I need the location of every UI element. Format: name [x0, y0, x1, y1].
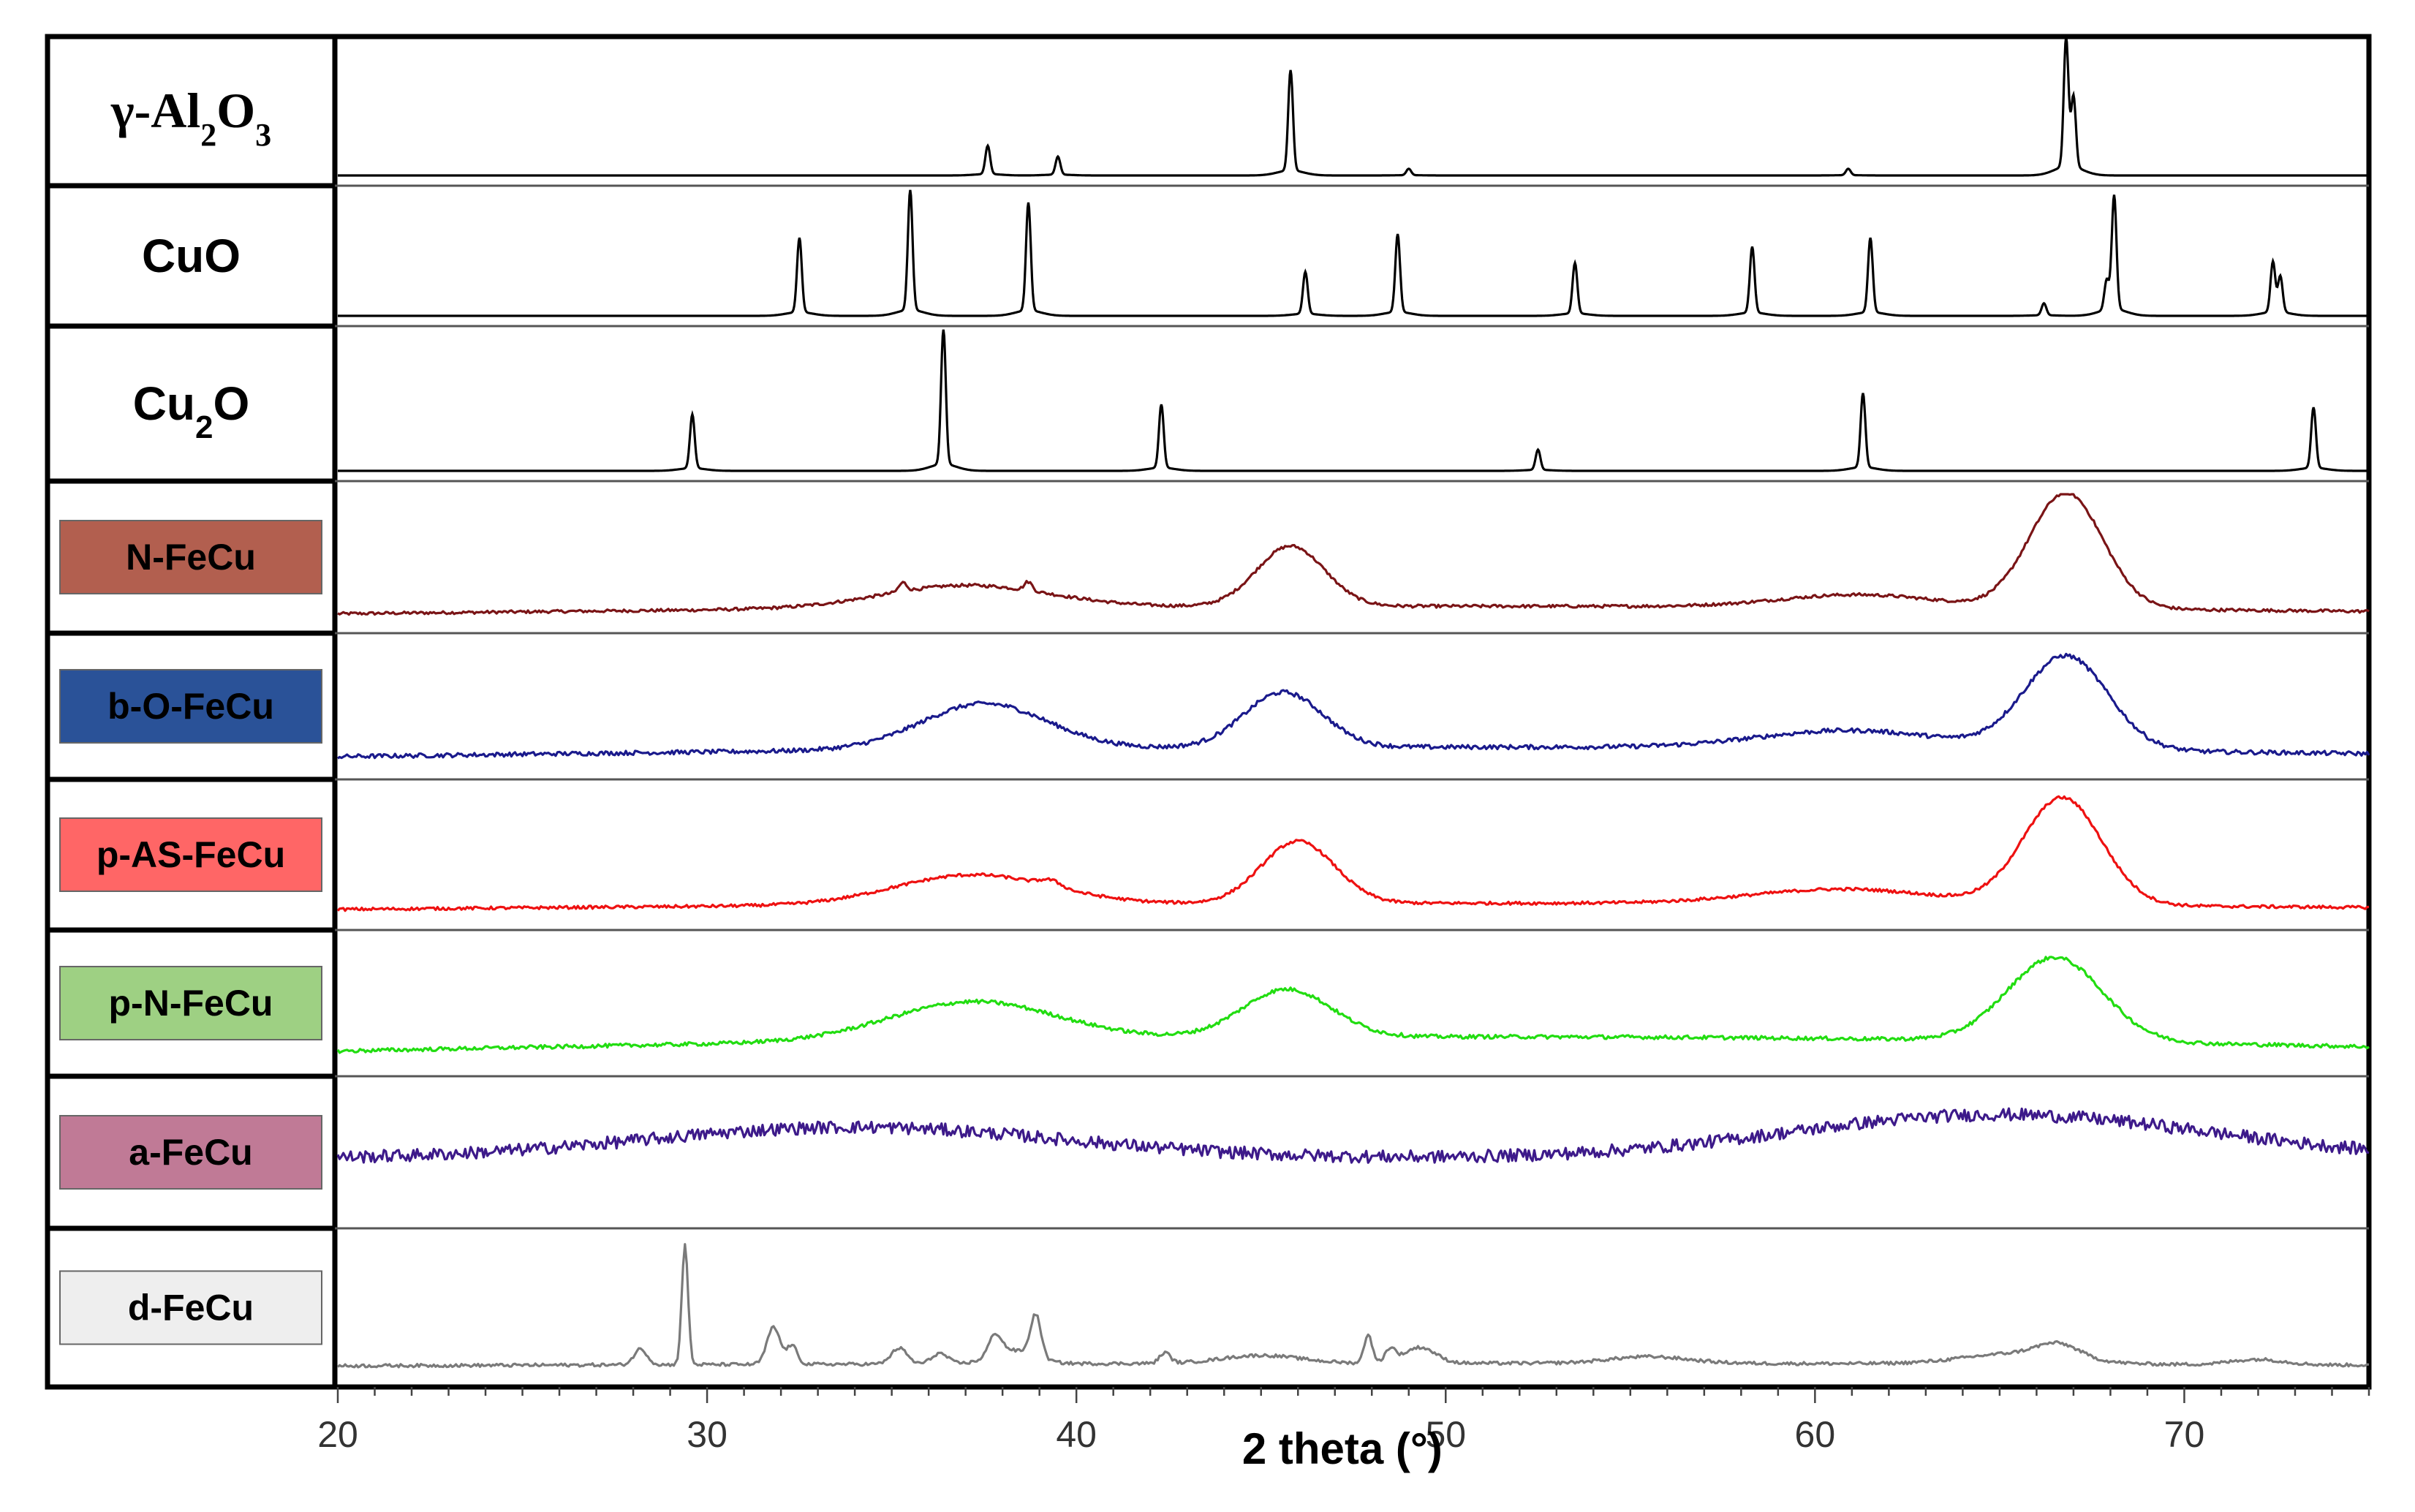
series-line-b-o-fecu — [337, 652, 2370, 760]
x-tick-label-30: 30 — [687, 1414, 727, 1455]
reference-label-al2o3: γ-Al2O3 — [110, 83, 271, 153]
x-tick-label-50: 50 — [1425, 1414, 1466, 1455]
legend-label-b-o-fecu: b-O-FeCu — [107, 686, 274, 727]
legend-swatch-a-fecu — [59, 1115, 322, 1190]
series-line-p-n-fecu — [336, 956, 2370, 1054]
legend-swatch-p-as-fecu — [59, 817, 322, 892]
legend-swatch-n-fecu — [59, 520, 322, 594]
outer-frame — [45, 34, 2372, 1390]
x-tick-label-70: 70 — [2164, 1414, 2205, 1455]
panel-labels: γ-Al2O3 CuO Cu2O N-FeCu b-O-FeCu p-AS-FeCu p-N… — [59, 83, 322, 1345]
legend-label-p-as-fecu: p-AS-FeCu — [97, 834, 285, 875]
legend-label-n-fecu: N-FeCu — [126, 537, 256, 578]
reference-pattern-cuo — [338, 189, 2369, 317]
series-line-p-as-fecu — [336, 795, 2369, 912]
reference-pattern-al2o3 — [338, 37, 2369, 177]
x-tick-label-40: 40 — [1056, 1414, 1097, 1455]
reference-pattern-cu2o — [338, 329, 2369, 472]
legend-swatch-b-o-fecu — [59, 669, 322, 744]
xrd-traces — [336, 37, 2370, 1369]
legend-label-d-fecu: d-FeCu — [128, 1288, 254, 1328]
legend-swatch-p-n-fecu — [59, 966, 322, 1040]
reference-label-cuo: CuO — [142, 230, 241, 282]
x-tick-label-60: 60 — [1795, 1414, 1836, 1455]
series-line-a-fecu — [336, 1107, 2370, 1164]
x-axis-title: 2 theta (°) — [1242, 1424, 1443, 1473]
series-line-n-fecu — [337, 493, 2370, 616]
series-line-d-fecu — [336, 1243, 2370, 1369]
legend-label-p-n-fecu: p-N-FeCu — [109, 983, 273, 1024]
x-tick-label-20: 20 — [317, 1414, 358, 1455]
reference-label-cu2o: Cu2O — [133, 377, 250, 445]
legend-swatch-d-fecu — [59, 1270, 322, 1345]
x-axis: 20 30 40 50 60 70 2 theta (°) — [317, 1387, 2370, 1473]
legend-label-a-fecu: a-FeCu — [129, 1132, 252, 1173]
panel-frames — [45, 34, 2372, 1390]
